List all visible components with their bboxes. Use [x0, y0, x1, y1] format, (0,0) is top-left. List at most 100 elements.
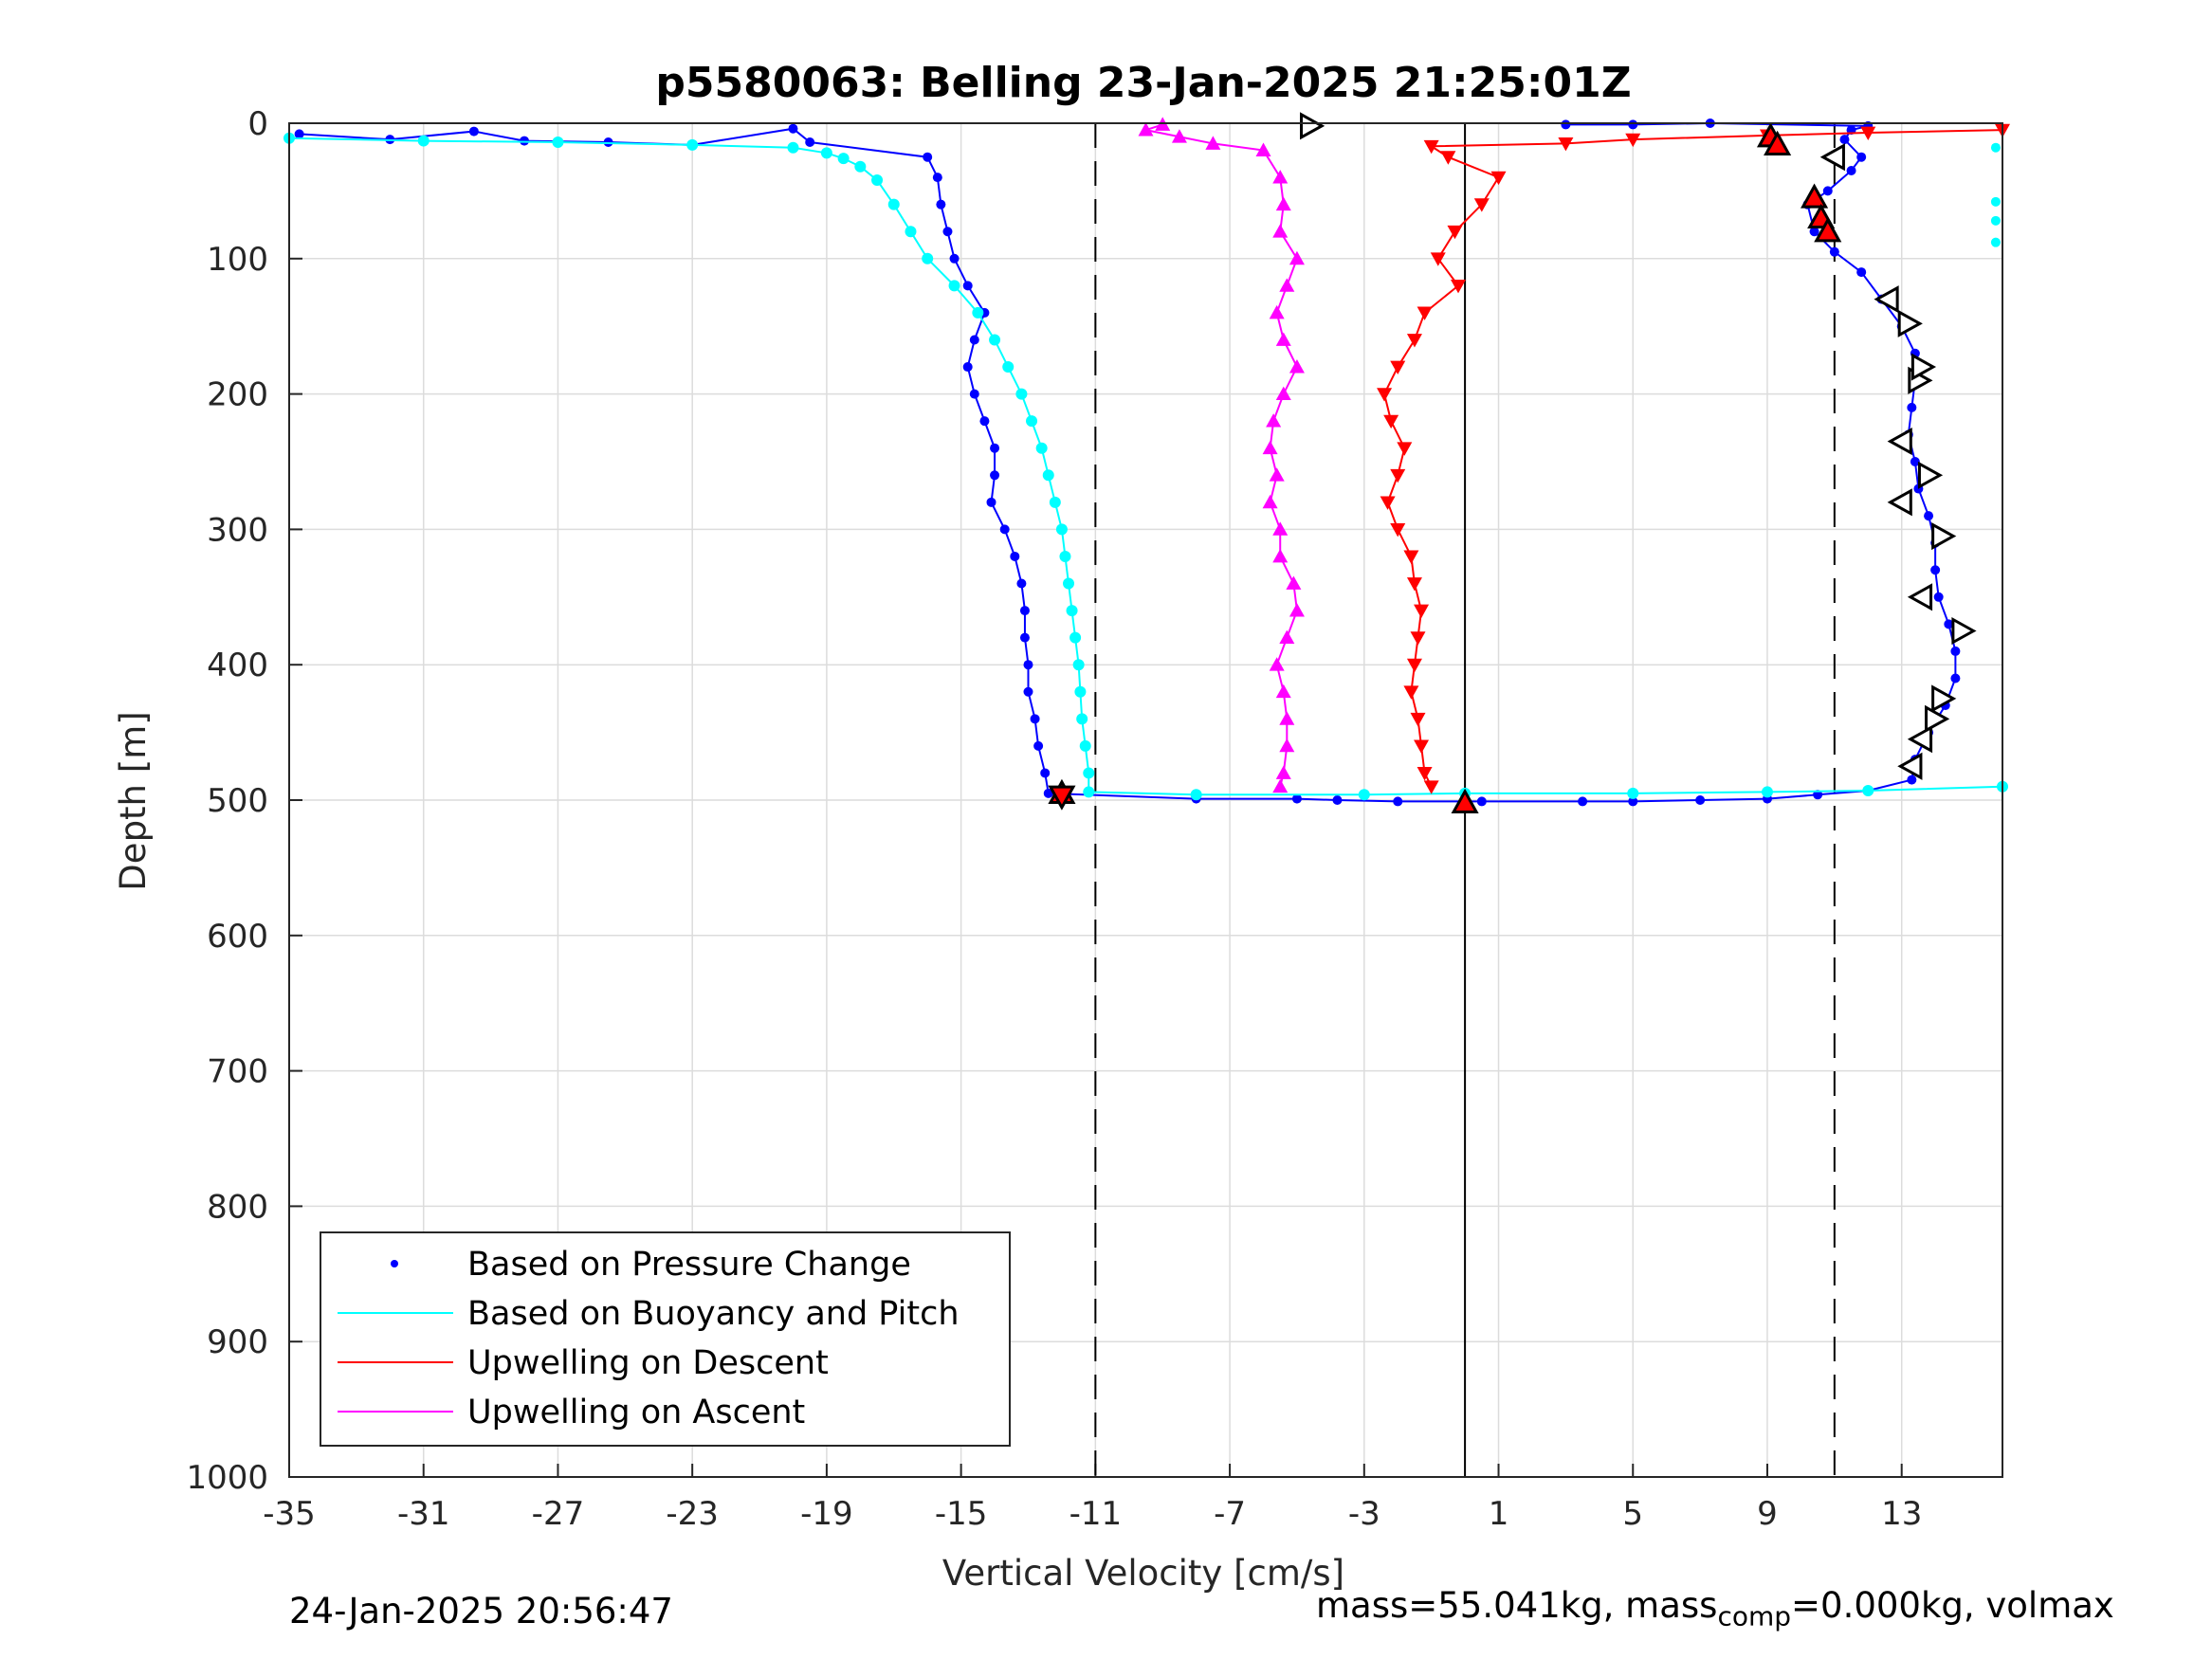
series-layer: [283, 117, 2010, 807]
data-point-upwelling-on-descent: [1490, 171, 1507, 186]
data-point-upwelling-on-descent: [1423, 139, 1439, 155]
data-point-based-on-buoyancy-and-pitch: [1074, 685, 1087, 698]
data-point-upwelling-on-descent: [1417, 306, 1433, 320]
y-tick-label: 700: [207, 1053, 268, 1091]
data-point-upwelling-on-ascent: [1266, 413, 1282, 428]
data-point-upwelling-on-descent: [1473, 198, 1490, 212]
footer-mass-rest: =0.000kg, volmax: [1791, 1585, 2114, 1626]
data-point-based-on-buoyancy-and-pitch: [887, 198, 900, 210]
data-point-upwelling-on-descent: [1380, 496, 1396, 510]
data-point-upwelling-on-ascent: [1289, 250, 1305, 265]
data-point-upwelling-on-ascent: [1262, 440, 1278, 455]
data-point-based-on-pressure-change: [1043, 788, 1053, 798]
data-point-based-on-pressure-change: [1933, 592, 1944, 602]
data-point-upwelling-on-ascent: [1255, 142, 1271, 156]
series-line-based-on-pressure-change: [299, 121, 1957, 803]
data-point-based-on-pressure-change: [1856, 152, 1867, 162]
x-tick-label: -35: [263, 1495, 316, 1533]
data-point-upwelling-on-ascent: [1289, 603, 1305, 617]
data-point-based-on-pressure-change: [932, 173, 942, 183]
data-point-upwelling-on-descent: [1390, 468, 1406, 483]
data-point-based-on-pressure-change: [969, 389, 979, 399]
data-point-based-on-pressure-change: [1950, 646, 1961, 656]
data-point-based-on-buoyancy-and-pitch: [1079, 739, 1091, 752]
data-point-based-on-pressure-change: [962, 281, 973, 291]
data-point-based-on-buoyancy-and-pitch: [1042, 469, 1054, 482]
footer-mass-text: mass=55.041kg, mass: [1316, 1585, 1718, 1626]
y-tick-label: 800: [207, 1188, 268, 1226]
data-point-upwelling-on-descent: [1410, 631, 1426, 646]
triangle-marker: [1819, 143, 1845, 172]
data-point-upwelling-on-descent: [1414, 604, 1430, 619]
data-point-upwelling-on-ascent: [1272, 548, 1289, 563]
data-point-based-on-buoyancy-and-pitch: [1069, 631, 1082, 644]
data-point-based-on-pressure-change: [949, 253, 960, 264]
data-point-based-on-pressure-change: [1822, 186, 1833, 196]
triangle-marker: [1910, 353, 1937, 381]
data-point-based-on-pressure-change: [520, 136, 530, 146]
series-line-upwelling-on-ascent: [1142, 123, 1299, 787]
data-point-upwelling-on-descent: [1383, 414, 1399, 429]
data-point-based-on-buoyancy-and-pitch: [1190, 789, 1202, 801]
data-point-based-on-pressure-change: [1924, 511, 1934, 521]
data-point-based-on-pressure-change: [468, 126, 479, 137]
y-tick-labels: 0 100 200 300 400 500 600 700 800 900 1000: [186, 105, 268, 1497]
data-point-based-on-buoyancy-and-pitch: [972, 306, 984, 319]
data-point-upwelling-on-descent: [1390, 360, 1406, 375]
data-point-upwelling-on-ascent: [1275, 684, 1291, 699]
data-point-upwelling-on-descent: [1451, 279, 1467, 294]
data-point-based-on-pressure-change: [990, 443, 1000, 453]
data-point-based-on-pressure-change: [1291, 793, 1302, 804]
data-point-based-on-pressure-change: [1393, 796, 1403, 807]
data-point-based-on-buoyancy-and-pitch: [552, 136, 564, 148]
data-point-upwelling-on-ascent: [1279, 738, 1295, 753]
y-tick-label: 600: [207, 918, 268, 956]
data-point-upwelling-on-ascent: [1279, 629, 1295, 645]
data-point-based-on-pressure-change: [986, 497, 996, 507]
data-point-based-on-pressure-change: [1332, 795, 1343, 805]
triangle-marker: [1907, 725, 1933, 754]
x-tick-label: -7: [1214, 1495, 1246, 1533]
data-point-upwelling-on-ascent: [1275, 386, 1291, 400]
data-point-based-on-buoyancy-and-pitch: [1066, 605, 1078, 617]
data-point-based-on-pressure-change: [1813, 790, 1823, 800]
legend-swatch-based-on-pressure-change: [391, 1260, 398, 1267]
data-point-based-on-buoyancy-and-pitch: [1049, 496, 1061, 508]
data-point-based-on-buoyancy-and-pitch: [1358, 789, 1370, 801]
x-tick-label: -3: [1348, 1495, 1380, 1533]
data-point-based-on-pressure-change: [1040, 768, 1051, 778]
triangle-marker: [1048, 785, 1076, 811]
triangle-marker: [1925, 704, 1950, 733]
legend-label-based-on-pressure-change: Based on Pressure Change: [467, 1246, 911, 1284]
data-point-upwelling-on-descent: [1447, 225, 1463, 240]
data-point-based-on-buoyancy-and-pitch: [905, 226, 917, 238]
triangle-marker: [1887, 488, 1912, 517]
data-point-upwelling-on-ascent: [1279, 278, 1295, 292]
data-point-upwelling-on-descent: [1390, 523, 1406, 538]
series-line-based-on-buoyancy-and-pitch: [288, 137, 2003, 796]
data-point-based-on-buoyancy-and-pitch: [1990, 142, 2001, 153]
triangle-marker: [1931, 684, 1957, 713]
data-point-based-on-pressure-change: [979, 416, 990, 427]
x-tick-label: -31: [397, 1495, 450, 1533]
data-point-based-on-pressure-change: [603, 137, 613, 147]
data-point-upwelling-on-ascent: [1286, 575, 1302, 590]
triangle-marker: [1951, 616, 1977, 646]
data-point-based-on-pressure-change: [805, 137, 815, 147]
x-axis-label: Vertical Velocity [cm/s]: [942, 1553, 1344, 1594]
data-point-upwelling-on-ascent: [1269, 304, 1285, 319]
data-point-based-on-buoyancy-and-pitch: [1862, 785, 1874, 797]
data-point-based-on-pressure-change: [1561, 119, 1571, 130]
data-point-based-on-pressure-change: [1030, 714, 1040, 724]
data-point-based-on-pressure-change: [1033, 740, 1044, 751]
data-point-based-on-buoyancy-and-pitch: [1083, 786, 1095, 798]
footer-mass-info: mass=55.041kg, masscomp=0.000kg, volmax: [1316, 1585, 2114, 1632]
triangle-marker: [1300, 112, 1325, 140]
data-point-upwelling-on-ascent: [1269, 467, 1285, 482]
data-point-upwelling-on-descent: [1860, 126, 1876, 140]
data-point-based-on-buoyancy-and-pitch: [1026, 415, 1038, 428]
data-point-upwelling-on-descent: [1417, 767, 1433, 781]
data-point-upwelling-on-ascent: [1205, 136, 1221, 150]
data-point-based-on-pressure-change: [1019, 606, 1030, 616]
footer-timestamp: 24-Jan-2025 20:56:47: [289, 1591, 673, 1632]
